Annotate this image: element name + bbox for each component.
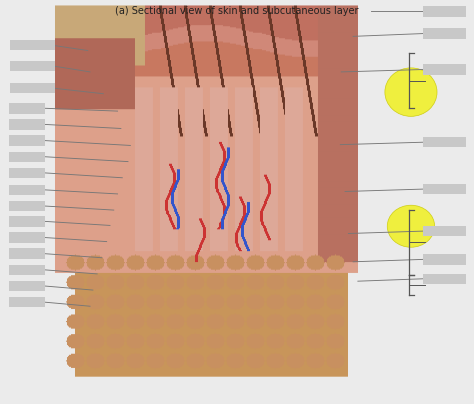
Bar — [10, 61, 55, 71]
Bar — [9, 281, 45, 291]
Bar — [9, 232, 45, 243]
Bar — [9, 168, 45, 178]
Bar — [423, 254, 466, 265]
Bar — [9, 103, 45, 114]
Ellipse shape — [387, 205, 435, 247]
Bar — [423, 184, 466, 194]
Bar — [423, 226, 466, 236]
Bar — [423, 274, 466, 284]
Text: (a) Sectional view of skin and subcutaneous layer: (a) Sectional view of skin and subcutane… — [115, 6, 359, 16]
Bar — [9, 216, 45, 227]
Bar — [423, 137, 466, 147]
Bar — [9, 265, 45, 275]
Bar — [9, 201, 45, 211]
Bar — [9, 119, 45, 130]
Bar — [423, 6, 466, 17]
Bar — [9, 248, 45, 259]
Bar — [9, 152, 45, 162]
Bar — [423, 28, 466, 39]
Bar — [9, 185, 45, 195]
Bar — [9, 135, 45, 146]
Ellipse shape — [385, 68, 437, 116]
Bar — [10, 40, 55, 50]
Bar — [10, 83, 55, 93]
Bar — [9, 297, 45, 307]
Bar — [423, 64, 466, 75]
